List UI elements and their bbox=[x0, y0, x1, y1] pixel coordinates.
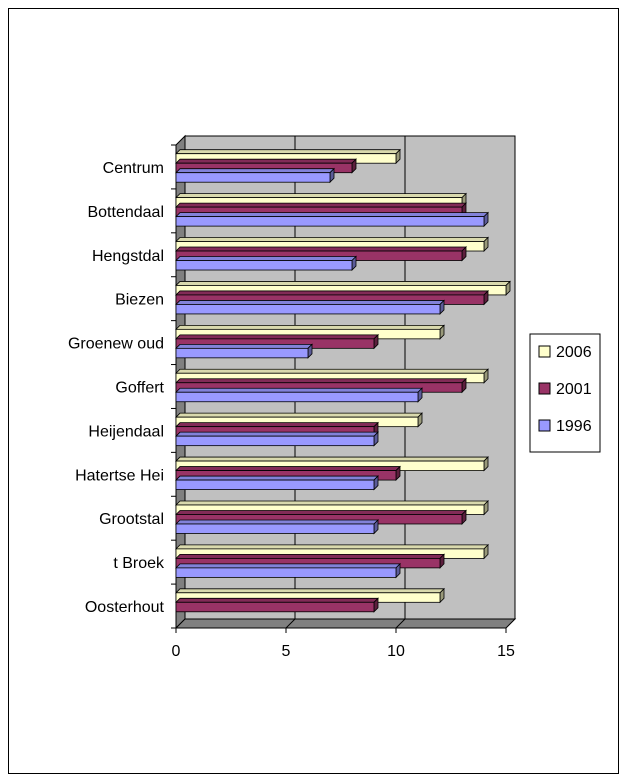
bar-top-face bbox=[175, 149, 401, 155]
legend-label-2001: 2001 bbox=[556, 381, 592, 398]
x-tick-label: 5 bbox=[282, 643, 291, 660]
x-tick-label: 10 bbox=[387, 643, 405, 660]
bar-top-face bbox=[175, 500, 489, 506]
bar-top-face bbox=[175, 553, 445, 559]
bar-top-face bbox=[175, 334, 379, 340]
legend-swatch-2006 bbox=[538, 345, 551, 358]
x-tick-label: 0 bbox=[172, 643, 181, 660]
category-label: Hengstdal bbox=[92, 248, 164, 265]
bar-top-face bbox=[175, 412, 423, 418]
plot-floor bbox=[174, 618, 517, 629]
legend-swatch-1996 bbox=[538, 419, 551, 432]
bar-top-face bbox=[175, 431, 379, 437]
bar-top-face bbox=[175, 544, 489, 550]
bar-1996-5 bbox=[175, 391, 419, 403]
bar-top-face bbox=[175, 456, 489, 462]
bar-top-face bbox=[175, 588, 445, 594]
bar-top-face bbox=[175, 597, 379, 603]
category-label: Goffert bbox=[115, 380, 164, 397]
category-label: Biezen bbox=[115, 292, 164, 309]
bar-1996-6 bbox=[175, 435, 375, 447]
bar-1996-7 bbox=[175, 479, 375, 490]
category-label: Centrum bbox=[103, 160, 164, 177]
legend-label-2006: 2006 bbox=[556, 344, 592, 361]
category-label: Hatertse Hei bbox=[75, 467, 164, 484]
bar-top-face bbox=[175, 158, 357, 164]
legend-label-1996: 1996 bbox=[556, 418, 592, 435]
bar-top-face bbox=[175, 519, 379, 525]
bar-top-face bbox=[175, 281, 511, 286]
category-label: Bottendaal bbox=[87, 204, 164, 221]
category-label: t Broek bbox=[113, 555, 165, 572]
bar-2001-10 bbox=[175, 601, 375, 613]
bar-top-face bbox=[175, 246, 467, 252]
bar-top-face bbox=[175, 290, 489, 296]
bar-top-face bbox=[175, 343, 313, 349]
bar-top-face bbox=[175, 378, 467, 384]
category-label: Oosterhout bbox=[85, 599, 165, 616]
bar-top-face bbox=[175, 168, 335, 174]
bar-top-face bbox=[175, 193, 467, 199]
bar-1996-9 bbox=[175, 567, 397, 578]
bar-top-face bbox=[175, 368, 489, 374]
bar-top-face bbox=[175, 475, 379, 481]
bar-top-face bbox=[175, 300, 445, 305]
bar-1996-8 bbox=[175, 523, 375, 534]
category-label: Groenew oud bbox=[68, 336, 164, 353]
bar-1996-4 bbox=[175, 347, 309, 359]
category-label: Heijendaal bbox=[88, 423, 164, 440]
bar-top-face bbox=[175, 212, 489, 218]
bar-1996-1 bbox=[175, 216, 485, 227]
bar-top-face bbox=[175, 466, 401, 471]
bar-top-face bbox=[175, 510, 467, 515]
bar-1996-3 bbox=[175, 304, 441, 315]
bar-1996-0 bbox=[175, 172, 331, 183]
bar-top-face bbox=[175, 202, 467, 208]
bar-top-face bbox=[175, 563, 401, 569]
legend-swatch-2001 bbox=[538, 382, 551, 395]
bar-top-face bbox=[175, 387, 423, 393]
x-tick-label: 15 bbox=[497, 643, 515, 660]
gridline-floor bbox=[285, 618, 296, 629]
bar-top-face bbox=[175, 237, 489, 242]
bar-top-face bbox=[175, 422, 379, 428]
bar-1996-2 bbox=[175, 260, 353, 271]
bar-top-face bbox=[175, 256, 357, 261]
bar-top-face bbox=[175, 324, 445, 330]
category-label: Grootstal bbox=[99, 511, 164, 528]
gridline-floor bbox=[395, 618, 406, 629]
